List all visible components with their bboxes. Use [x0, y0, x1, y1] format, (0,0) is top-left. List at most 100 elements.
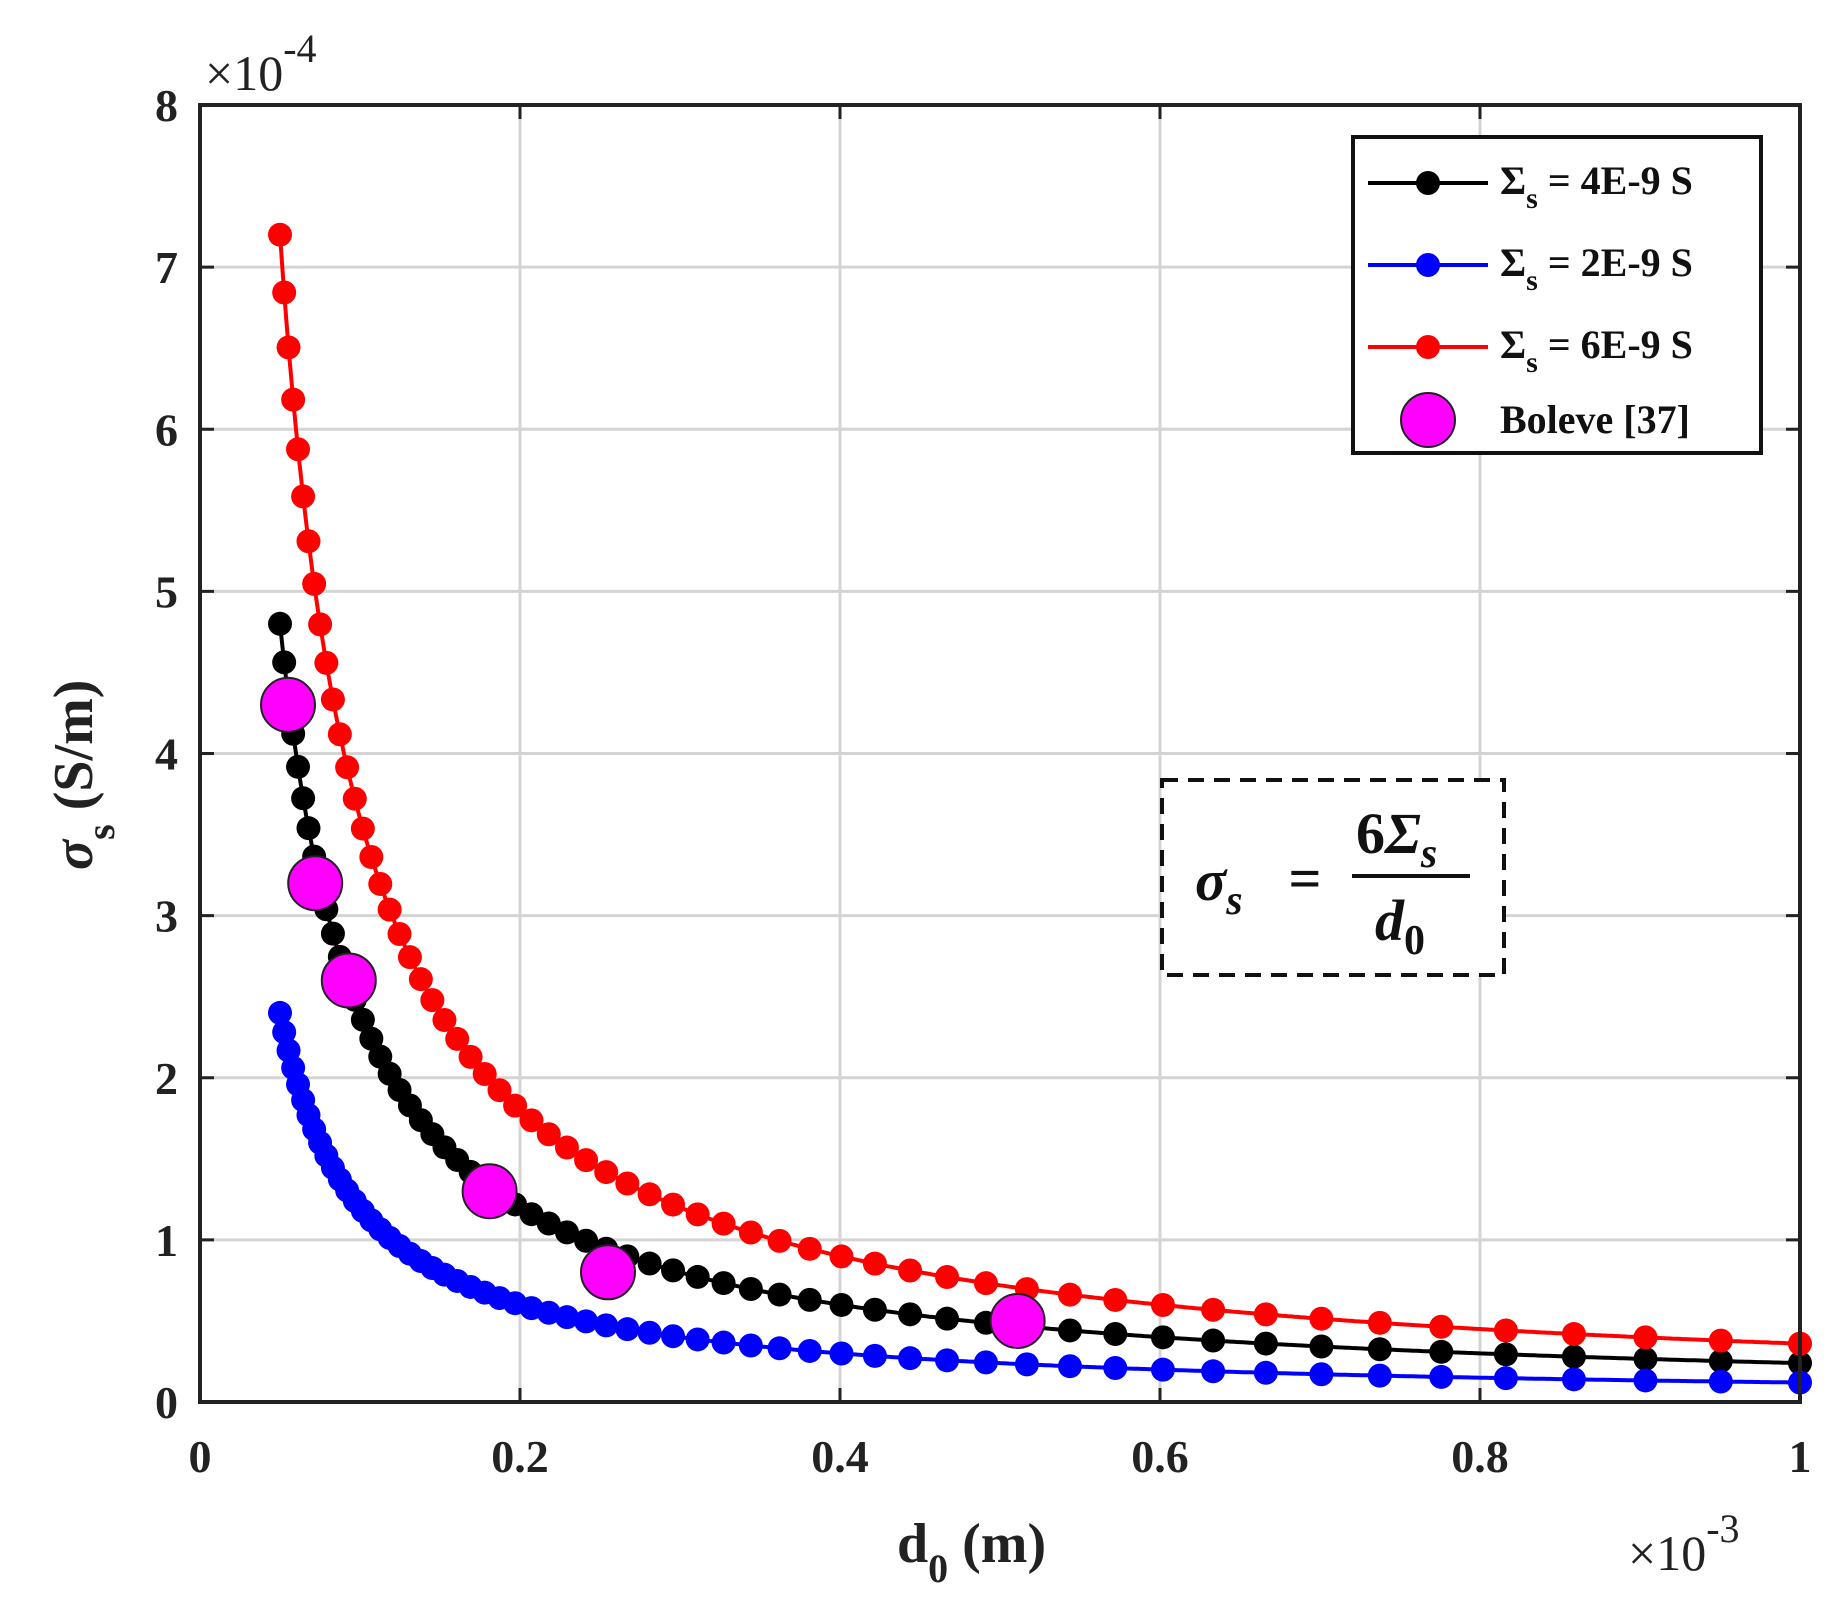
legend-label-series-3: Σs = 6E-9 S [1500, 322, 1693, 379]
series-point [291, 484, 316, 509]
series-point [1561, 1322, 1586, 1347]
series-point [1057, 1318, 1082, 1343]
series-point [1561, 1367, 1586, 1392]
series-point [1493, 1366, 1518, 1391]
series-point [637, 1251, 662, 1276]
series-point [767, 1282, 792, 1307]
series-point [268, 1000, 292, 1025]
series-point [408, 967, 433, 992]
series-point [1201, 1328, 1226, 1353]
legend-entry-series-1: Σs = 4E-9 S [1368, 158, 1693, 215]
y-tick-label: 1 [155, 1215, 178, 1266]
x-axis-label: d0 (m) [897, 1513, 1046, 1591]
series-point [268, 611, 292, 636]
legend-label-reference: Boleve [37] [1500, 397, 1690, 442]
x-tick-label: 0.2 [491, 1431, 549, 1482]
series-point [685, 1327, 710, 1352]
y-tick-label: 8 [155, 80, 178, 131]
series-point [1150, 1293, 1175, 1318]
series-point [1367, 1337, 1392, 1362]
series-point [554, 1305, 579, 1330]
series-3 [268, 222, 1812, 1356]
series-point [272, 1020, 297, 1045]
series-point [1103, 1321, 1128, 1346]
series-point [797, 1236, 822, 1261]
y-tick-label: 6 [155, 404, 178, 455]
series-point [296, 529, 321, 554]
series-point [574, 1309, 599, 1334]
series-point [536, 1211, 561, 1236]
formula-denominator: d0 [1375, 888, 1425, 964]
series-point [458, 1044, 483, 1069]
series-point [615, 1171, 640, 1196]
y-tick-label: 2 [155, 1053, 178, 1104]
series-point [1708, 1369, 1733, 1394]
series-point [862, 1251, 887, 1276]
formula-annotation: σs = 6Σs d0 [1160, 778, 1506, 977]
series-point [302, 571, 327, 596]
series-layer [268, 222, 1812, 1395]
series-point [1150, 1325, 1175, 1350]
formula-numerator: 6Σs [1356, 801, 1437, 877]
series-point [973, 1271, 998, 1296]
reference-point [461, 1163, 518, 1220]
reference-layer [260, 676, 1046, 1349]
series-point [420, 988, 445, 1013]
series-point [327, 722, 352, 747]
series-point [487, 1078, 512, 1103]
legend-entry-reference: Boleve [37] [1400, 392, 1690, 448]
x-tick-label: 0.8 [1451, 1431, 1509, 1482]
legend-marker-reference [1400, 392, 1456, 448]
series-point [829, 1244, 854, 1269]
series-point [432, 1008, 457, 1033]
legend-marker-series-3 [1416, 335, 1440, 359]
series-point [368, 871, 393, 896]
series-point [1201, 1359, 1226, 1384]
reference-point [580, 1244, 636, 1301]
series-point [574, 1228, 599, 1253]
series-point [1633, 1368, 1658, 1393]
series-point [1014, 1352, 1039, 1377]
x-tick-label: 0 [189, 1431, 212, 1482]
ticks: 0 0.2 0.4 0.6 0.8 1 0 1 2 3 4 5 6 7 8 [155, 80, 1812, 1482]
series-point [1253, 1331, 1278, 1356]
series-point [711, 1271, 736, 1296]
series-point [342, 786, 367, 811]
series-point [387, 921, 412, 946]
series-point [935, 1264, 960, 1289]
series-point [973, 1350, 998, 1375]
legend-label-series-1: Σs = 4E-9 S [1500, 158, 1693, 215]
series-point [711, 1211, 736, 1236]
y-axis-label: σs(S/m) [43, 680, 123, 870]
series-point [1429, 1364, 1454, 1389]
series-point [1103, 1355, 1128, 1380]
series-point [359, 1026, 384, 1051]
series-point [797, 1287, 822, 1312]
x-tick-label: 0.4 [811, 1431, 869, 1482]
y-multiplier: ×10-4 [205, 26, 317, 101]
series-point [286, 437, 311, 462]
series-point [738, 1333, 763, 1358]
series-point [503, 1093, 528, 1118]
series-point [296, 816, 321, 841]
series-point [320, 687, 345, 712]
legend-entry-series-2: Σs = 2E-9 S [1368, 240, 1693, 297]
series-point [637, 1182, 662, 1207]
series-point [898, 1258, 923, 1283]
series-point [377, 897, 402, 922]
series-point [935, 1306, 960, 1331]
series-point [1253, 1360, 1278, 1385]
series-point [1057, 1282, 1082, 1307]
series-point [291, 786, 316, 811]
series-point [554, 1135, 579, 1160]
series-point [1429, 1314, 1454, 1339]
series-point [738, 1276, 763, 1301]
series-point [829, 1292, 854, 1317]
series-point [935, 1348, 960, 1373]
series-point [1367, 1310, 1392, 1335]
series-point [1201, 1297, 1226, 1322]
series-point [797, 1338, 822, 1363]
series-point [1309, 1306, 1334, 1331]
series-point [1057, 1354, 1082, 1379]
